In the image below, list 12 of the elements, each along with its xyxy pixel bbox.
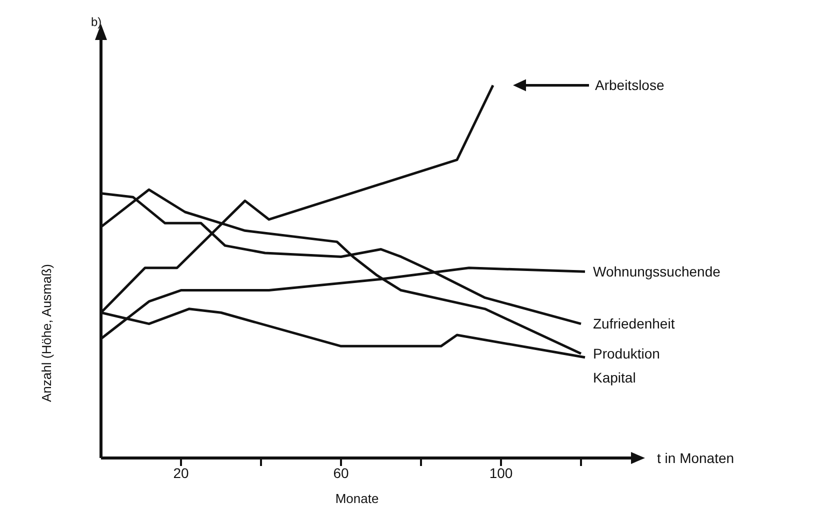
text: b) (91, 15, 102, 29)
series-label: Kapital (593, 370, 636, 386)
series-label: Zufriedenheit (593, 316, 675, 332)
x-tick-label: 20 (173, 464, 189, 481)
text: Arbeitslose (595, 77, 664, 94)
text: t in Monaten (657, 450, 734, 466)
series-label: Wohnungssuchende (593, 264, 721, 280)
x-axis-title: Monate (335, 491, 379, 506)
series-label: Produktion (593, 346, 660, 362)
x-tick-label: 100 (489, 464, 513, 481)
x-tick-label: 60 (333, 464, 349, 481)
y-axis-title: Anzahl (Höhe, Ausmaß) (39, 264, 54, 402)
